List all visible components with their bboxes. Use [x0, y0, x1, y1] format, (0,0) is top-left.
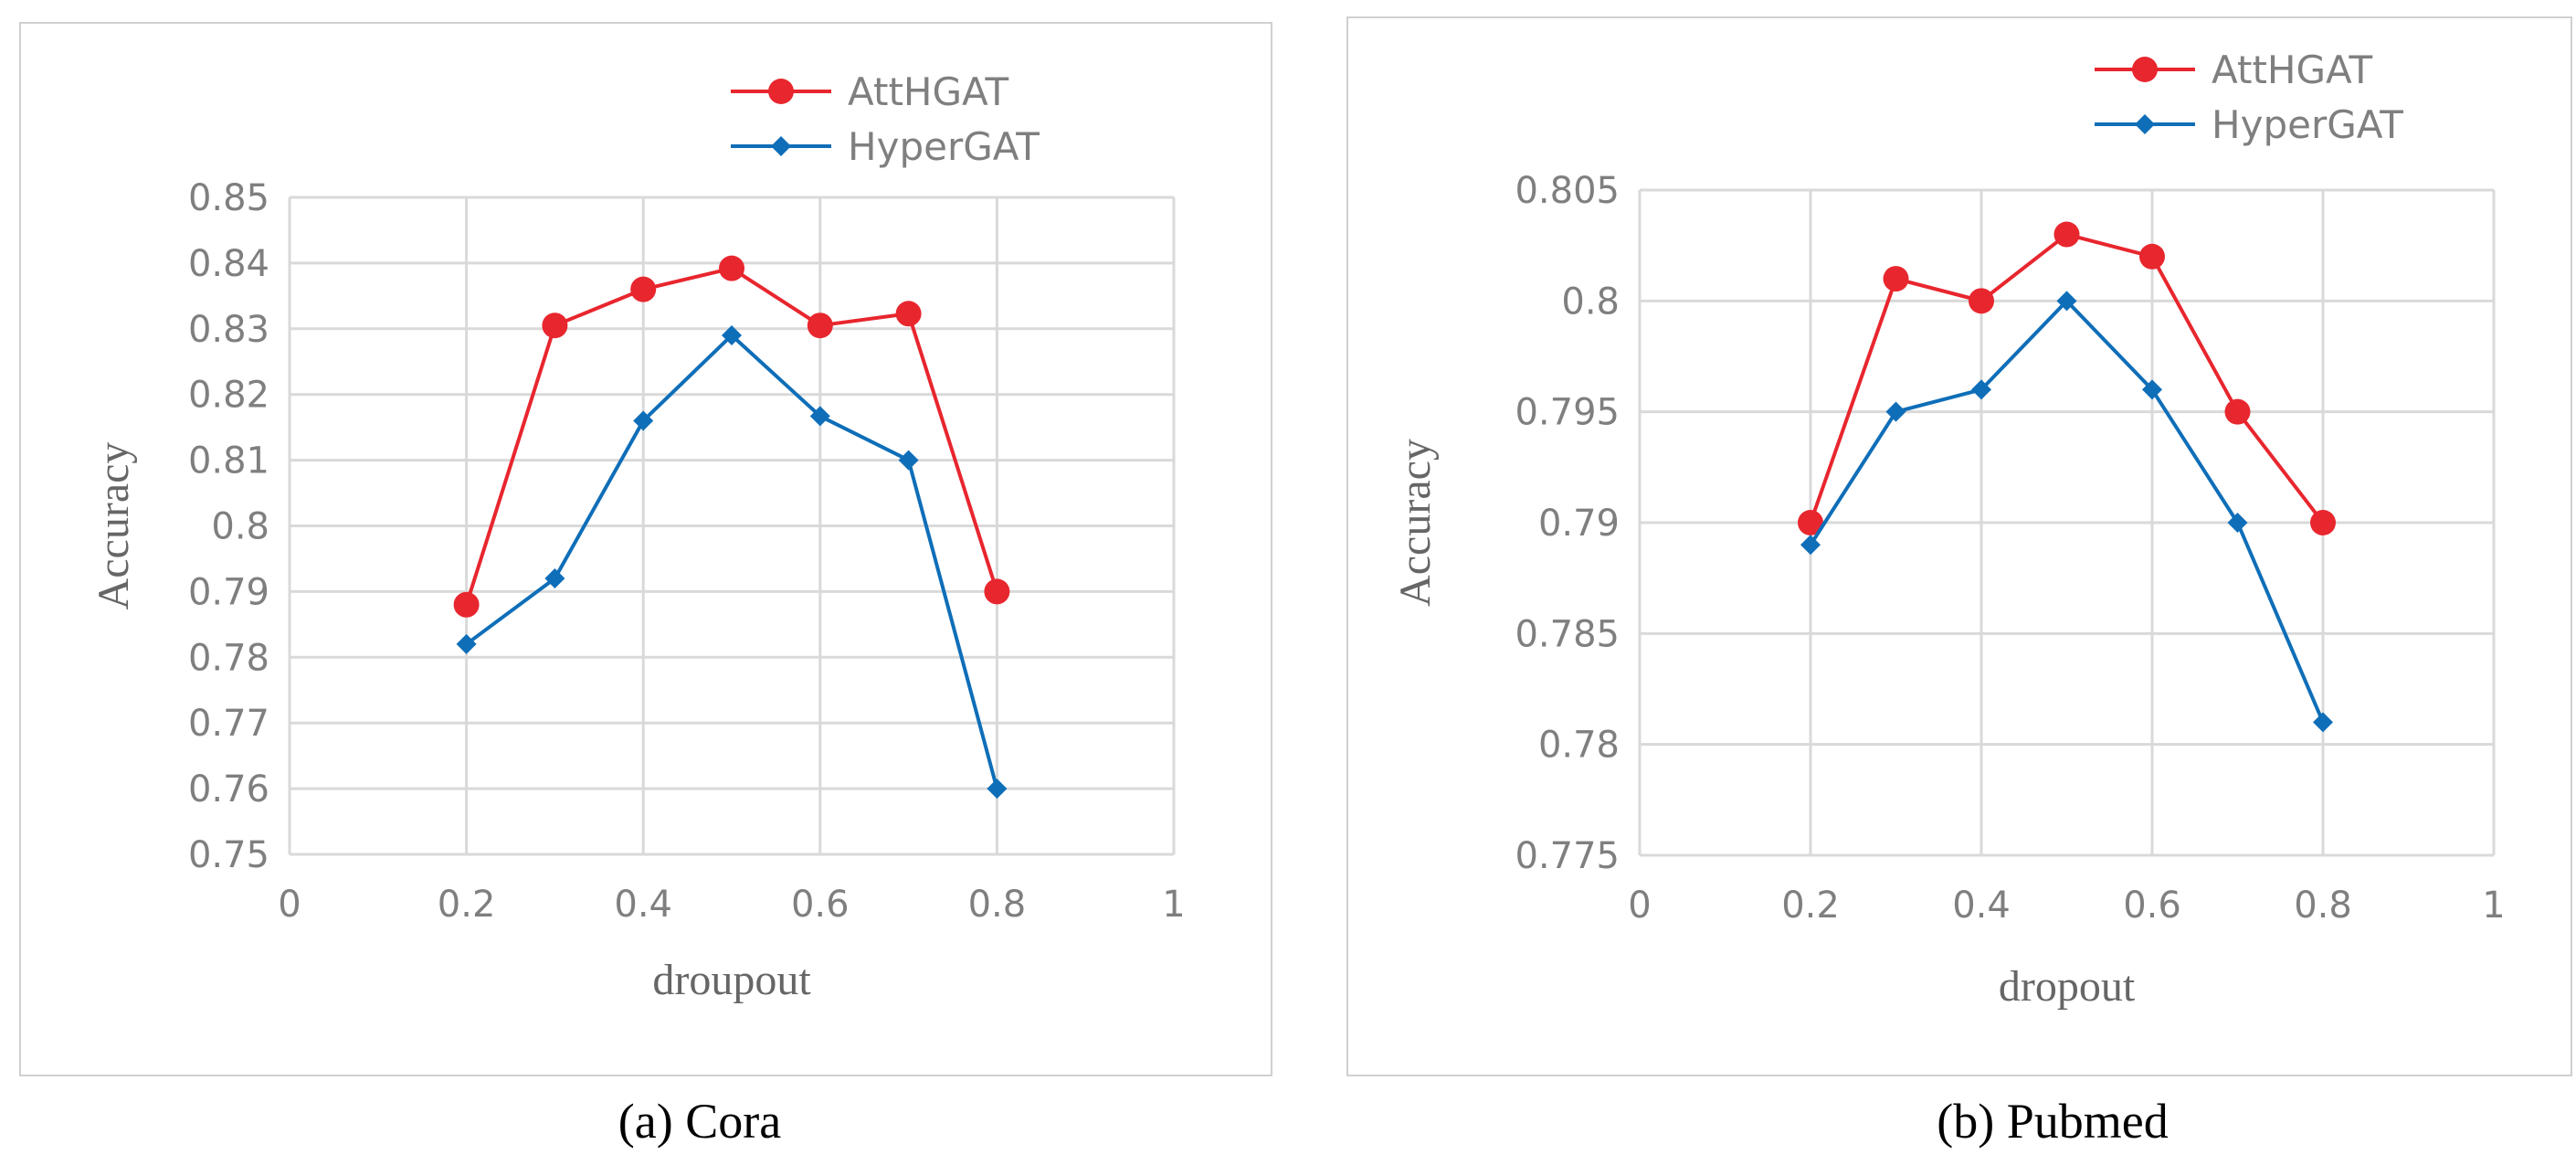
data-point-atthgat [2053, 221, 2080, 248]
y-tick-label: 0.78 [188, 637, 269, 679]
x-tick-label: 0.2 [438, 884, 496, 926]
y-tick-label: 0.78 [1538, 725, 1620, 767]
data-point-hypergat [1885, 401, 1906, 422]
legend: AttHGAT HyperGAT [731, 69, 1040, 169]
data-point-hypergat [987, 779, 1008, 800]
x-tick-label: 0 [278, 884, 301, 926]
x-tick-label: 1 [1162, 884, 1185, 926]
y-tick-label: 0.81 [188, 440, 269, 482]
x-tick-label: 0.2 [1781, 885, 1840, 927]
data-point-atthgat [2224, 398, 2251, 425]
y-tick-label: 0.775 [1515, 835, 1620, 877]
x-tick-label: 0.4 [1952, 885, 2011, 927]
legend-marker-atthgat [768, 79, 794, 104]
y-tick-label: 0.79 [188, 571, 269, 613]
chart-caption: (a) Cora [618, 1094, 781, 1149]
y-tick-label: 0.8 [211, 506, 269, 548]
legend-label-hypergat: HyperGAT [2212, 102, 2403, 147]
data-point-atthgat [1798, 510, 1823, 535]
y-tick-label: 0.8 [1561, 281, 1620, 323]
legend-label-atthgat: AttHGAT [2212, 48, 2373, 92]
x-tick-label: 0.8 [968, 884, 1027, 926]
data-point-atthgat [542, 313, 568, 339]
y-tick-label: 0.77 [188, 703, 269, 745]
data-point-atthgat [895, 301, 922, 327]
data-point-hypergat [2313, 712, 2333, 733]
data-point-atthgat [630, 276, 657, 302]
data-point-hypergat [456, 633, 477, 654]
chart-frame [1346, 16, 2572, 1076]
data-point-hypergat [2056, 291, 2077, 312]
x-tick-label: 0.8 [2294, 885, 2352, 927]
data-point-hypergat [544, 568, 565, 589]
y-tick-label: 0.795 [1515, 392, 1620, 434]
y-axis-label: Accuracy [90, 442, 138, 610]
data-point-hypergat [898, 450, 919, 471]
chart-pubmed: 0.775 0.78 0.785 0.79 0.795 0.8 0.805 0 0.2 0.4 0.… [1346, 16, 2572, 1149]
y-tick-label: 0.805 [1515, 170, 1620, 212]
x-axis-label: dropout [1999, 962, 2136, 1011]
data-point-hypergat [2227, 513, 2248, 533]
data-point-hypergat [1800, 535, 1821, 556]
legend: AttHGAT HyperGAT [2095, 48, 2403, 147]
y-axis-label: Accuracy [1391, 439, 1440, 607]
series-line-hypergat [465, 333, 999, 789]
data-point-atthgat [984, 578, 1010, 605]
data-point-hypergat [722, 324, 742, 345]
data-point-hypergat [1971, 379, 1991, 400]
y-tick-label: 0.76 [188, 768, 269, 810]
x-tick-label: 0.6 [791, 884, 850, 926]
series-line-hypergat [1809, 299, 2325, 724]
legend-label-hypergat: HyperGAT [848, 124, 1040, 169]
legend-marker-hypergat [2135, 114, 2155, 134]
x-tick-label: 0.4 [614, 884, 672, 926]
chart-caption: (b) Pubmed [1937, 1094, 2168, 1149]
data-point-hypergat [809, 406, 830, 427]
x-tick-label: 0 [1628, 885, 1651, 927]
y-tick-label: 0.85 [188, 177, 269, 219]
legend-label-atthgat: AttHGAT [848, 69, 1009, 114]
data-point-hypergat [2142, 379, 2162, 400]
legend-marker-hypergat [771, 136, 791, 156]
data-point-atthgat [1883, 266, 1909, 292]
data-point-atthgat [453, 591, 480, 618]
chart-frame [19, 22, 1272, 1076]
data-point-atthgat [719, 255, 744, 281]
data-point-atthgat [2310, 510, 2336, 535]
y-tick-label: 0.82 [188, 375, 269, 417]
data-point-atthgat [807, 313, 833, 339]
data-point-atthgat [2139, 243, 2165, 270]
y-tick-label: 0.83 [188, 309, 269, 351]
y-tick-label: 0.84 [188, 243, 269, 285]
x-tick-label: 0.6 [2123, 885, 2181, 927]
data-point-atthgat [1969, 288, 1994, 314]
y-tick-label: 0.75 [188, 834, 269, 876]
x-axis-label: droupout [652, 956, 811, 1004]
x-tick-label: 1 [2482, 885, 2505, 927]
chart-cora: 0.750.760.770.780.790.80.810.820.830.840… [19, 22, 1272, 1149]
y-tick-label: 0.785 [1515, 613, 1620, 655]
y-tick-label: 0.79 [1538, 503, 1620, 545]
legend-marker-atthgat [2132, 57, 2158, 82]
data-point-hypergat [633, 410, 654, 431]
